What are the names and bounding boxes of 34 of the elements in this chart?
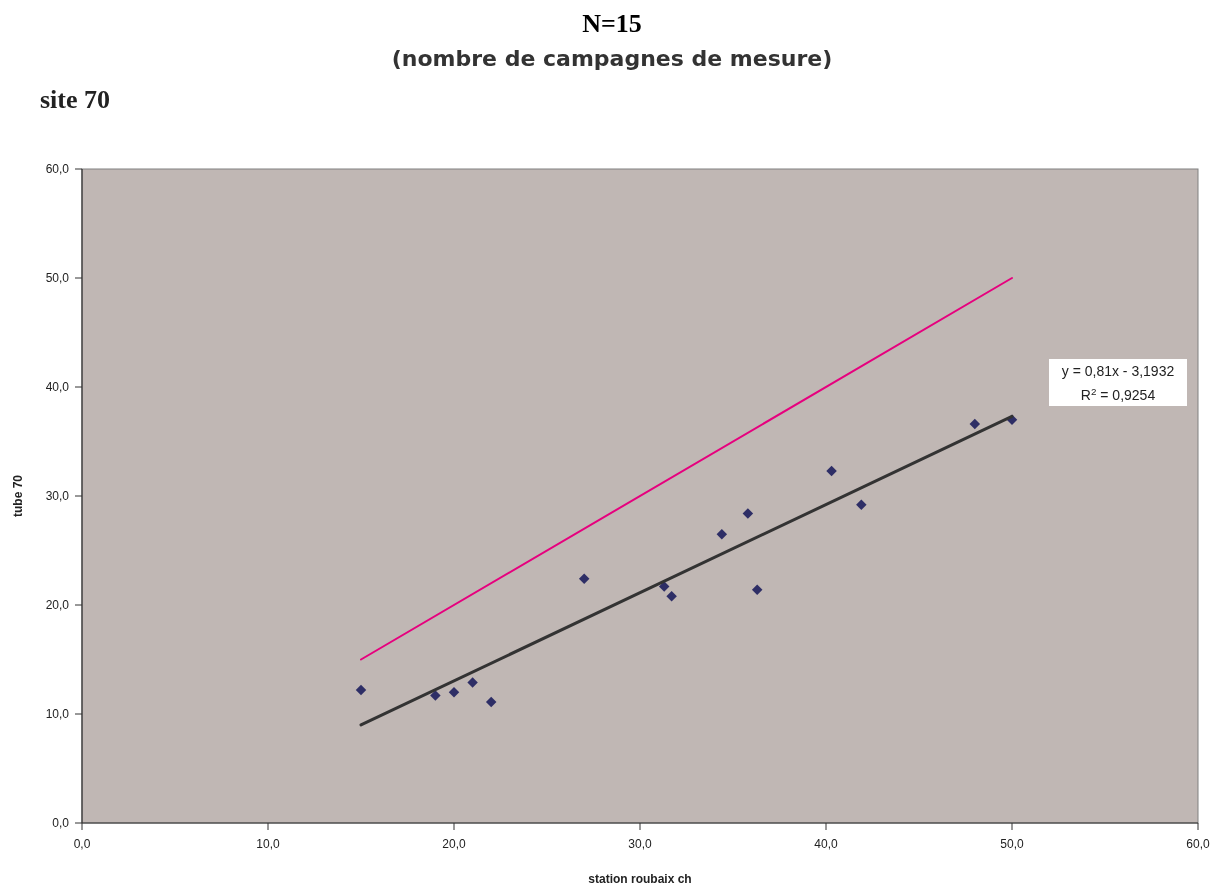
y-tick-label: 10,0 xyxy=(45,707,70,722)
x-tick-label: 40,0 xyxy=(814,837,838,851)
y-tick-label: 20,0 xyxy=(45,598,70,613)
y-tick-label: 30,0 xyxy=(45,489,70,504)
x-tick-label: 10,0 xyxy=(256,837,280,851)
point xyxy=(666,591,677,602)
point xyxy=(467,677,478,688)
x-tick-label: 60,0 xyxy=(1186,837,1210,851)
point xyxy=(856,499,867,510)
x-tick-label: 0,0 xyxy=(73,837,91,851)
point xyxy=(430,690,441,701)
x-tick-label: 50,0 xyxy=(1000,837,1024,851)
annotation: y = 0,81x - 3,1932 xyxy=(1061,363,1175,379)
y-tick-label: 50,0 xyxy=(45,271,70,286)
y-tick-label: 40,0 xyxy=(45,380,70,395)
point xyxy=(448,686,460,698)
y-tick-label: 0,0 xyxy=(52,816,70,831)
chart-subtitle: (nombre de campagnes de mesure) xyxy=(391,46,833,71)
point xyxy=(742,508,754,519)
point xyxy=(485,696,497,708)
annotation: R$^{2}$ = 0,9254 xyxy=(1080,385,1156,403)
y-axis-title: tube 70 xyxy=(11,474,25,518)
chart-title: N=15 xyxy=(582,9,642,38)
y-tick-label: 60,0 xyxy=(45,162,70,177)
point xyxy=(716,528,728,540)
point xyxy=(969,418,981,430)
point xyxy=(826,465,837,477)
x-axis-title: station roubaix ch xyxy=(588,872,692,886)
text: site 70 xyxy=(40,85,111,114)
point xyxy=(578,573,590,585)
point xyxy=(751,584,763,595)
point xyxy=(355,684,367,696)
x-tick-label: 30,0 xyxy=(628,837,652,851)
x-tick-label: 20,0 xyxy=(442,837,466,851)
